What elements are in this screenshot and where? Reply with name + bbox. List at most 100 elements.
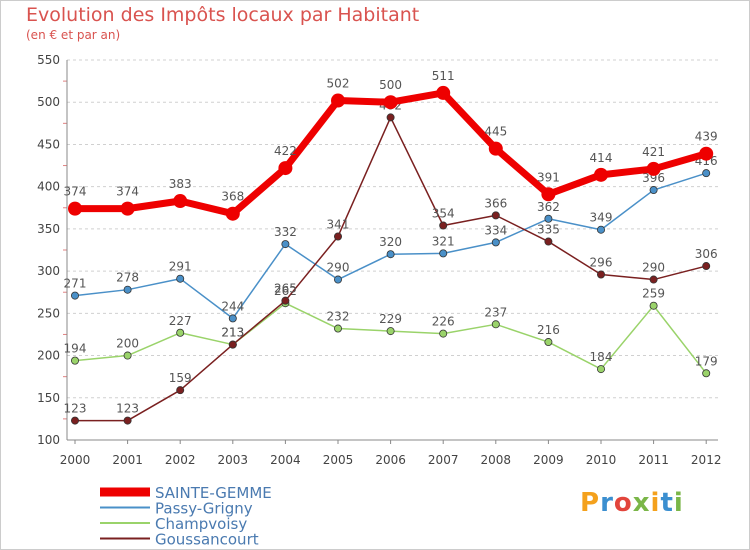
- data-point: [123, 285, 132, 294]
- data-label: 321: [432, 234, 455, 248]
- data-point: [333, 324, 342, 333]
- data-label: 421: [642, 145, 665, 159]
- brand-letter: t: [660, 488, 674, 518]
- data-point: [646, 161, 661, 176]
- x-tick-label: 2006: [375, 453, 406, 467]
- data-point: [649, 301, 658, 310]
- data-point: [702, 369, 711, 378]
- y-tick-label: 300: [37, 264, 60, 278]
- data-point: [488, 141, 503, 156]
- data-point: [439, 329, 448, 338]
- data-label: 383: [169, 177, 192, 191]
- data-label: 179: [695, 354, 718, 368]
- x-tick-label: 2004: [270, 453, 301, 467]
- y-tick-label: 350: [37, 222, 60, 236]
- data-label: 502: [327, 77, 350, 91]
- plot-area: [67, 60, 718, 440]
- data-label: 422: [274, 144, 297, 158]
- data-label: 123: [64, 402, 87, 416]
- data-label: 332: [274, 225, 297, 239]
- data-point: [71, 356, 80, 365]
- data-point: [597, 365, 606, 374]
- x-tick-label: 2005: [323, 453, 354, 467]
- brand-letter: i: [650, 488, 661, 518]
- data-point: [544, 237, 553, 246]
- data-point: [176, 386, 185, 395]
- y-tick-label: 100: [37, 433, 60, 447]
- data-point: [649, 186, 658, 195]
- data-point: [281, 296, 290, 305]
- data-label: 349: [590, 211, 613, 225]
- x-tick-label: 2007: [428, 453, 459, 467]
- data-point: [71, 291, 80, 300]
- brand-letter: P: [580, 488, 601, 518]
- data-point: [491, 238, 500, 247]
- data-point: [436, 85, 451, 100]
- data-label: 511: [432, 69, 455, 83]
- data-point: [331, 93, 345, 108]
- y-tick-label: 550: [37, 53, 60, 67]
- data-point: [544, 214, 553, 223]
- data-label: 296: [590, 255, 613, 269]
- data-label: 244: [221, 299, 244, 313]
- data-point: [120, 201, 135, 216]
- data-point: [594, 167, 608, 182]
- y-tick-label: 450: [37, 137, 60, 151]
- y-tick-label: 250: [37, 306, 60, 320]
- data-point: [71, 416, 80, 425]
- brand-letter: o: [613, 488, 633, 518]
- data-label: 374: [116, 185, 139, 199]
- data-point: [702, 169, 711, 178]
- data-point: [383, 95, 398, 110]
- data-label: 123: [116, 402, 139, 416]
- data-point: [702, 262, 711, 271]
- x-tick-label: 2009: [533, 453, 564, 467]
- data-label: 374: [64, 185, 87, 199]
- x-tick-label: 2001: [112, 453, 143, 467]
- chart-subtitle: (en € et par an): [26, 28, 121, 42]
- data-point: [228, 314, 237, 323]
- y-tick-label: 500: [37, 95, 60, 109]
- data-label: 334: [484, 223, 507, 237]
- data-label: 227: [169, 314, 192, 328]
- legend-label-goussancourt: Goussancourt: [155, 531, 259, 549]
- brand-letter: r: [600, 488, 614, 518]
- data-label: 194: [64, 342, 87, 356]
- data-label: 200: [116, 337, 139, 351]
- data-label: 439: [695, 130, 718, 144]
- x-tick-label: 2011: [638, 453, 669, 467]
- y-tick-label: 200: [37, 349, 60, 363]
- data-label: 366: [484, 196, 507, 210]
- data-label: 391: [537, 170, 560, 184]
- data-point: [699, 146, 714, 161]
- data-label: 265: [274, 282, 297, 296]
- x-tick-label: 2000: [60, 453, 91, 467]
- chart-title: Evolution des Impôts locaux par Habitant: [26, 4, 420, 26]
- y-tick-label: 150: [37, 391, 60, 405]
- data-label: 213: [221, 326, 244, 340]
- data-point: [439, 249, 448, 258]
- data-point: [123, 351, 132, 360]
- x-tick-label: 2003: [218, 453, 249, 467]
- data-label: 445: [484, 125, 507, 139]
- x-tick-label: 2010: [586, 453, 617, 467]
- data-point: [491, 211, 500, 220]
- data-label: 278: [116, 271, 139, 285]
- legend-label-sainte-gemme: SAINTE-GEMME: [155, 484, 272, 502]
- brand-letter: i: [673, 488, 684, 518]
- data-label: 341: [327, 217, 350, 231]
- data-point: [439, 221, 448, 230]
- data-label: 226: [432, 315, 455, 329]
- data-label: 396: [642, 171, 665, 185]
- data-label: 306: [695, 247, 718, 261]
- y-tick-label: 400: [37, 180, 60, 194]
- x-tick-label: 2002: [165, 453, 196, 467]
- data-point: [173, 194, 188, 209]
- data-label: 216: [537, 323, 560, 337]
- data-point: [225, 206, 240, 221]
- data-label: 237: [484, 305, 507, 319]
- brand-letter: x: [632, 488, 651, 518]
- data-point: [386, 250, 395, 259]
- data-point: [597, 270, 606, 279]
